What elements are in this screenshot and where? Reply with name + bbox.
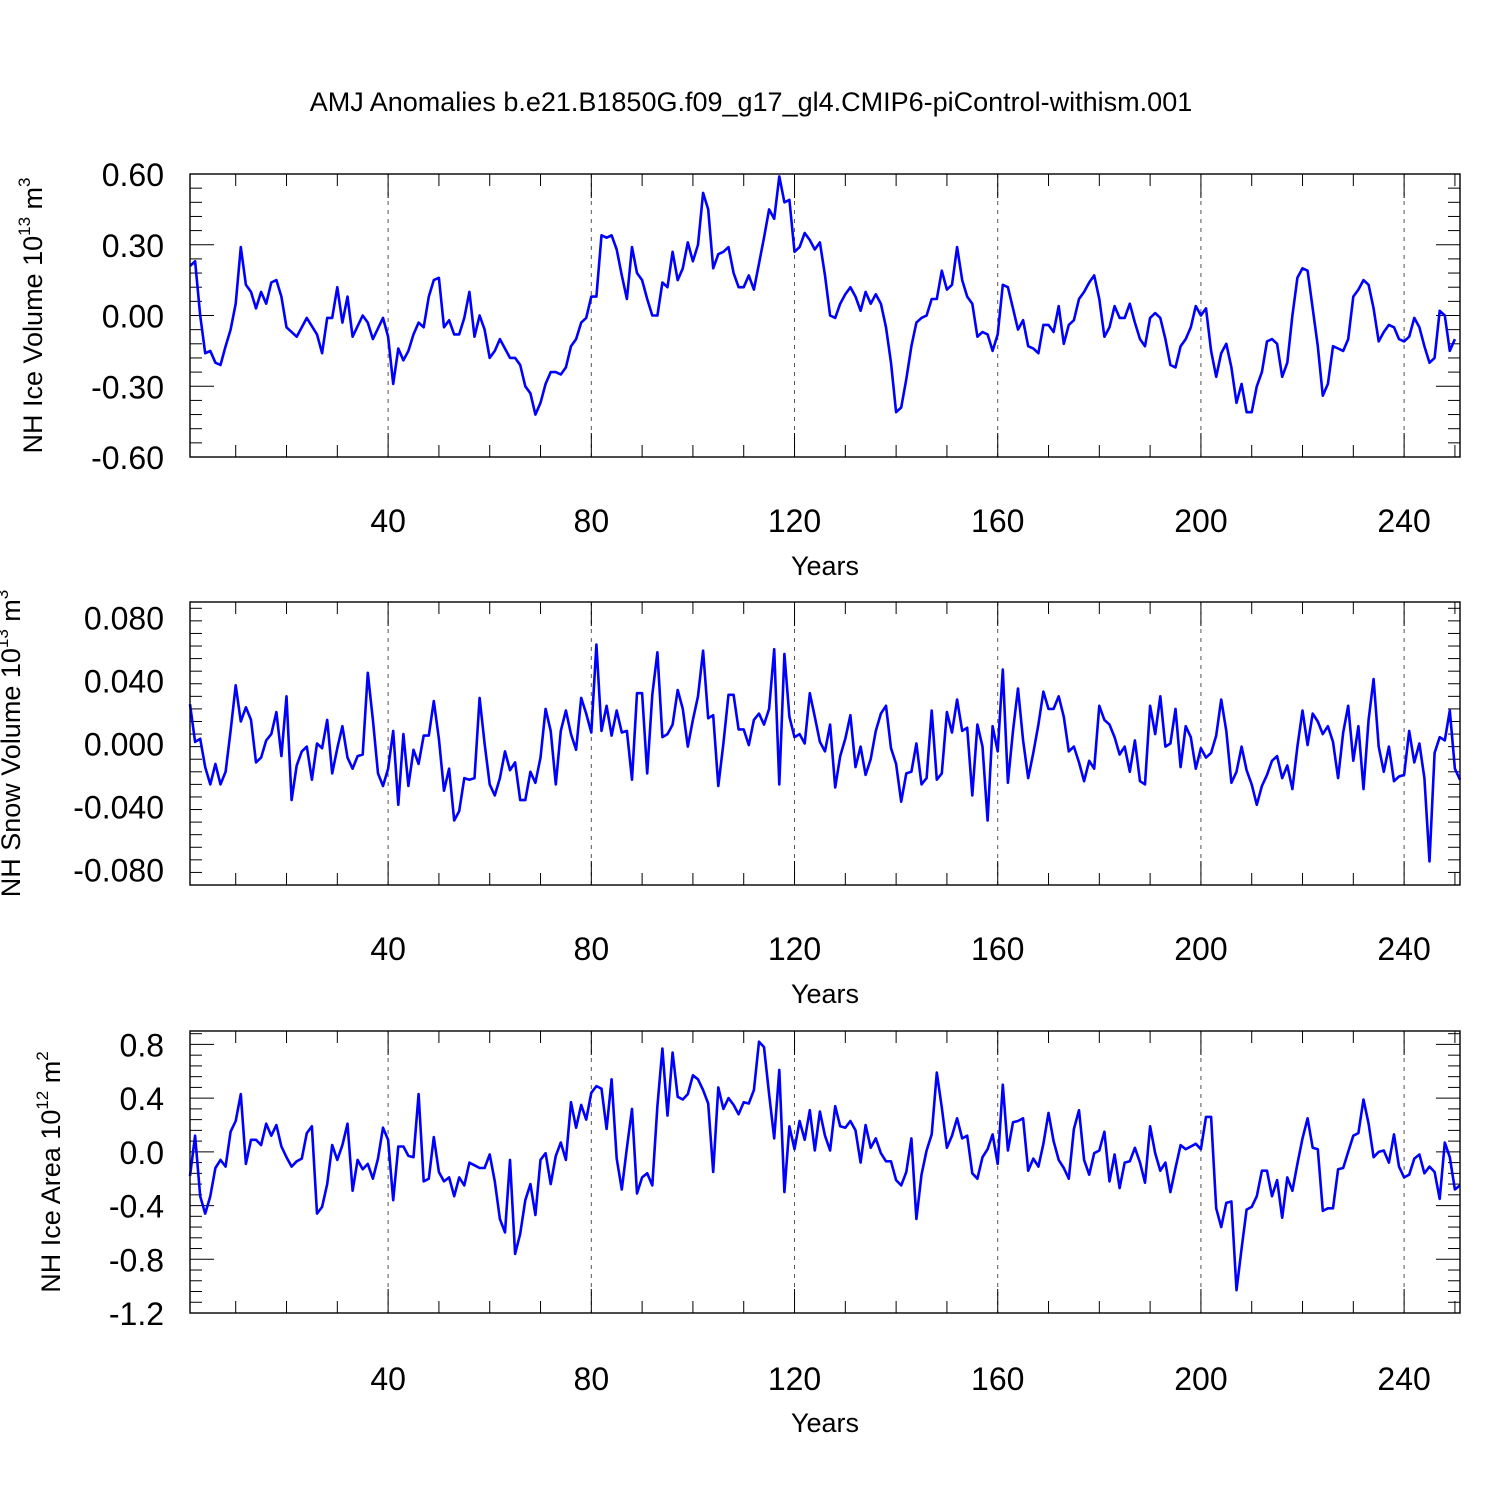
x-tick-label: 80 [574,1361,610,1397]
y-axis-label-part: 13 [0,629,12,648]
y-axis-label-part: 2 [33,1051,52,1060]
x-tick-label: 120 [768,503,821,539]
plot-frame [189,1030,1461,1314]
x-tick-label: 120 [768,1361,821,1397]
x-tick-label: 200 [1174,931,1227,967]
chart-panel-2: -0.080 -0.040 0.000 0.040 0.080 40 80 120 160 200… [0,590,1462,1009]
y-axis-label-part: m [18,187,48,217]
y-axis-label: NH Ice Area 1012 m2 [33,1051,66,1292]
series-line [188,1040,1461,1292]
y-tick-label: 0.000 [84,727,164,763]
y-tick-label: -1.2 [109,1296,164,1332]
x-tick-label: 80 [574,503,610,539]
y-axis-label-part: 12 [33,1091,52,1110]
plot-frame [189,601,1461,886]
x-axis-label: Years [791,551,859,581]
y-axis-label-part: 13 [15,217,34,236]
y-tick-label: 0.040 [84,664,164,700]
x-tick-label: 40 [370,1361,406,1397]
x-axis-label: Years [791,979,859,1009]
y-axis-label-part: 3 [0,590,12,599]
y-tick-label: -0.8 [109,1242,164,1278]
chart-panel-3: -1.2 -0.8 -0.4 0.0 0.4 0.8 40 80 120 160 200 240 Yea… [33,1027,1461,1438]
y-axis-label-part: m [0,599,26,629]
x-tick-label: 160 [971,1361,1024,1397]
y-tick-label: -0.30 [91,369,164,405]
y-tick-label: 0.080 [84,601,164,637]
y-tick-label: 0.30 [102,228,164,264]
series-line [188,643,1462,863]
x-tick-label: 40 [370,931,406,967]
x-tick-label: 120 [768,931,821,967]
x-tick-label: 200 [1174,1361,1227,1397]
y-axis-label-part: NH Snow Volume 10 [0,648,26,897]
y-axis-label: NH Ice Volume 1013 m3 [15,178,48,454]
y-tick-label: 0.8 [120,1027,164,1063]
x-tick-label: 80 [574,931,610,967]
y-tick-label: 0.4 [120,1081,164,1117]
x-tick-label: 240 [1377,1361,1430,1397]
y-axis-label-part: 3 [15,178,34,187]
y-axis-label: NH Snow Volume 1013 m3 [0,590,26,898]
y-tick-label: -0.080 [73,852,164,888]
y-axis-label-part: NH Ice Volume 10 [18,236,48,454]
y-axis-label-part: NH Ice Area 10 [36,1110,66,1293]
y-tick-label: 0.60 [102,157,164,193]
y-tick-label: -0.4 [109,1189,164,1225]
y-tick-label: -0.040 [73,789,164,825]
x-axis-label: Years [791,1408,859,1438]
y-axis-label-part: m [36,1061,66,1091]
x-tick-label: 40 [370,503,406,539]
x-tick-label: 200 [1174,503,1227,539]
y-tick-label: -0.60 [91,440,164,476]
x-tick-label: 160 [971,503,1024,539]
series-line [189,175,1457,416]
x-tick-label: 240 [1377,503,1430,539]
y-tick-label: 0.0 [120,1135,164,1171]
plot-frame [189,173,1461,458]
x-tick-label: 160 [971,931,1024,967]
x-tick-label: 240 [1377,931,1430,967]
chart-title: AMJ Anomalies b.e21.B1850G.f09_g17_gl4.C… [310,87,1192,117]
y-tick-label: 0.00 [102,299,164,335]
chart-panel-1: -0.60 -0.30 0.00 0.30 0.60 40 80 120 160 200 240 Ye… [15,157,1461,581]
